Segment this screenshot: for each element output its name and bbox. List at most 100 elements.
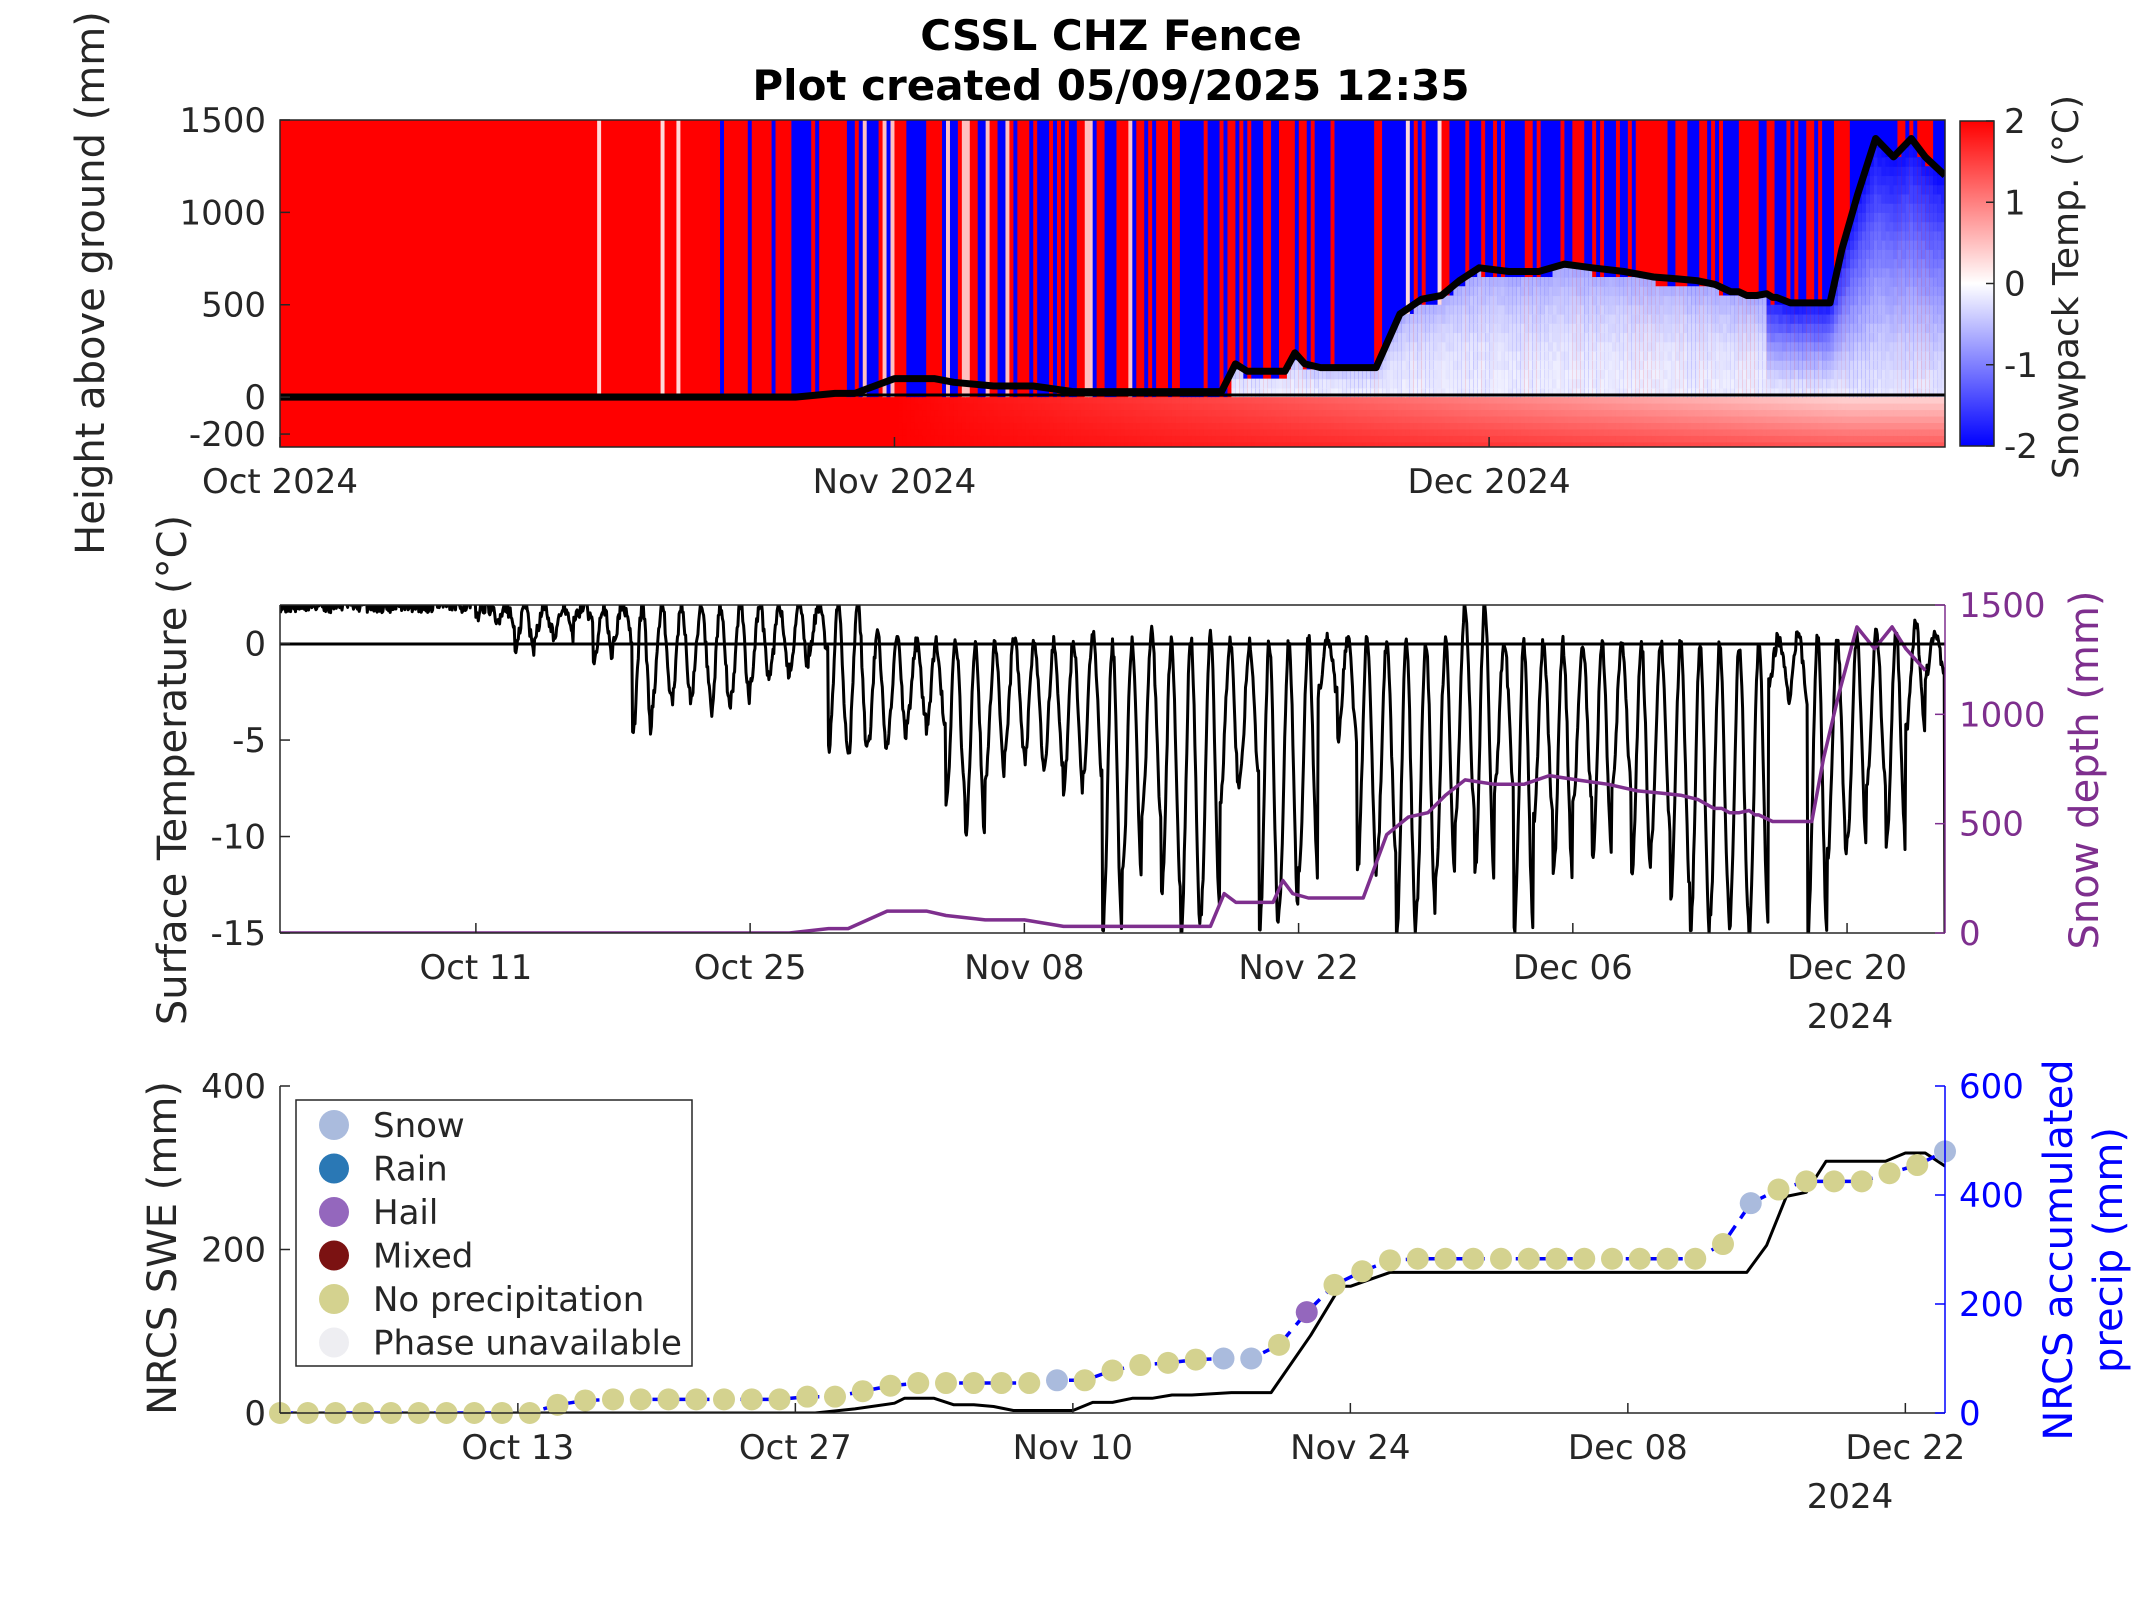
heatmap-snow-cell	[1604, 304, 1609, 315]
heatmap-snow-cell	[1659, 369, 1665, 380]
heatmap-soil-cell	[1798, 397, 1803, 405]
heatmap-soil-cell	[815, 410, 820, 418]
heatmap-soil-cell	[1675, 397, 1680, 405]
heatmap-soil-cell	[1548, 429, 1554, 437]
heatmap-soil-cell	[1631, 397, 1637, 405]
heatmap-soil-cell	[1814, 435, 1819, 443]
heatmap-soil-cell	[1655, 442, 1661, 447]
heatmap-cell	[1790, 120, 1795, 399]
heatmap-soil-cell	[450, 403, 456, 411]
heatmap-cell	[1175, 120, 1181, 399]
heatmap-soil-cell	[1231, 442, 1236, 447]
heatmap-soil-cell	[315, 410, 321, 418]
heatmap-soil-cell	[383, 416, 388, 424]
heatmap-snow-cell	[1532, 350, 1538, 361]
heatmap-cell	[1631, 120, 1637, 399]
heatmap-cell	[696, 120, 701, 399]
heatmap-soil-cell	[803, 416, 808, 424]
heatmap-soil-cell	[1651, 397, 1657, 405]
heatmap-soil-cell	[1112, 403, 1118, 411]
heatmap-soil-cell	[454, 416, 459, 424]
heatmap-soil-cell	[1393, 410, 1399, 418]
heatmap-snow-cell	[1754, 350, 1760, 361]
heatmap-soil-cell	[1084, 435, 1090, 443]
heatmap-snow-cell	[1564, 369, 1569, 380]
heatmap-soil-cell	[787, 442, 792, 447]
heatmap-soil-cell	[997, 429, 1003, 437]
heatmap-soil-cell	[949, 416, 955, 424]
heatmap-soil-cell	[1366, 397, 1371, 405]
heatmap-soil-cell	[1370, 442, 1375, 447]
heatmap-soil-cell	[1191, 397, 1197, 405]
heatmap-soil-cell	[553, 403, 559, 411]
heatmap-snow-cell	[1683, 350, 1688, 361]
heatmap-cell	[1318, 120, 1324, 399]
heatmap-snow-cell	[1477, 369, 1482, 380]
heatmap-soil-cell	[993, 416, 999, 424]
heatmap-snow-cell	[1497, 332, 1502, 343]
heatmap-soil-cell	[819, 422, 824, 431]
heatmap-soil-cell	[1275, 403, 1280, 411]
heatmap-soil-cell	[458, 435, 463, 443]
heatmap-soil-cell	[640, 429, 646, 437]
heatmap-snow-cell	[1568, 267, 1573, 278]
heatmap-soil-cell	[355, 429, 360, 437]
heatmap-soil-cell	[569, 397, 574, 405]
heatmap-soil-cell	[779, 422, 785, 431]
heatmap-snow-cell	[1774, 350, 1780, 361]
heatmap-snow-cell	[1834, 313, 1839, 324]
heatmap-soil-cell	[1104, 442, 1110, 447]
heatmap-snow-cell	[1647, 378, 1653, 389]
heatmap-snow-cell	[1822, 332, 1827, 343]
heatmap-soil-cell	[323, 416, 329, 424]
heatmap-soil-cell	[628, 410, 634, 418]
heatmap-snow-cell	[1532, 341, 1538, 352]
heatmap-soil-cell	[1588, 416, 1593, 424]
heatmap-soil-cell	[751, 416, 757, 424]
heatmap-soil-cell	[1148, 422, 1153, 431]
heatmap-snow-cell	[1750, 295, 1756, 306]
heatmap-soil-cell	[505, 410, 511, 418]
heatmap-soil-cell	[1251, 429, 1256, 437]
heatmap-soil-cell	[1425, 403, 1431, 411]
heatmap-soil-cell	[1282, 435, 1288, 443]
heatmap-soil-cell	[981, 410, 987, 418]
heatmap-soil-cell	[747, 429, 753, 437]
heatmap-soil-cell	[862, 397, 868, 405]
heatmap-soil-cell	[1568, 403, 1573, 411]
figure-title: CSSL CHZ Fence	[920, 11, 1301, 60]
heatmap-snow-cell	[1782, 323, 1788, 334]
heatmap-soil-cell	[1164, 416, 1169, 424]
heatmap-snow-cell	[1556, 304, 1562, 315]
heatmap-cell	[1144, 120, 1149, 399]
heatmap-cell	[1330, 120, 1336, 399]
heatmap-soil-cell	[644, 416, 650, 424]
heatmap-soil-cell	[838, 403, 844, 411]
heatmap-snow-cell	[1544, 378, 1550, 389]
heatmap-snow-cell	[1695, 332, 1700, 343]
heatmap-soil-cell	[1520, 397, 1526, 405]
heatmap-soil-cell	[1441, 435, 1447, 443]
heatmap-soil-cell	[1009, 416, 1014, 424]
heatmap-snow-cell	[1627, 304, 1633, 315]
heatmap-snow-cell	[1600, 387, 1605, 398]
heatmap-cell	[1516, 120, 1522, 399]
heatmap-snow-cell	[1294, 360, 1300, 371]
heatmap-soil-cell	[1152, 429, 1157, 437]
heatmap-soil-cell	[831, 410, 836, 418]
heatmap-soil-cell	[1834, 416, 1839, 424]
heatmap-snow-cell	[1417, 360, 1423, 371]
heatmap-soil-cell	[862, 410, 868, 418]
heatmap-soil-cell	[870, 442, 876, 447]
heatmap-soil-cell	[462, 416, 467, 424]
heatmap-cell	[505, 120, 511, 399]
heatmap-soil-cell	[355, 410, 360, 418]
heatmap-snow-cell	[1481, 286, 1486, 297]
heatmap-snow-cell	[1326, 378, 1332, 389]
heatmap-soil-cell	[426, 403, 432, 411]
heatmap-soil-cell	[1429, 442, 1435, 447]
heatmap-soil-cell	[1465, 416, 1470, 424]
heatmap-soil-cell	[482, 410, 487, 418]
heatmap-snow-cell	[1719, 378, 1724, 389]
heatmap-snow-cell	[1754, 332, 1760, 343]
